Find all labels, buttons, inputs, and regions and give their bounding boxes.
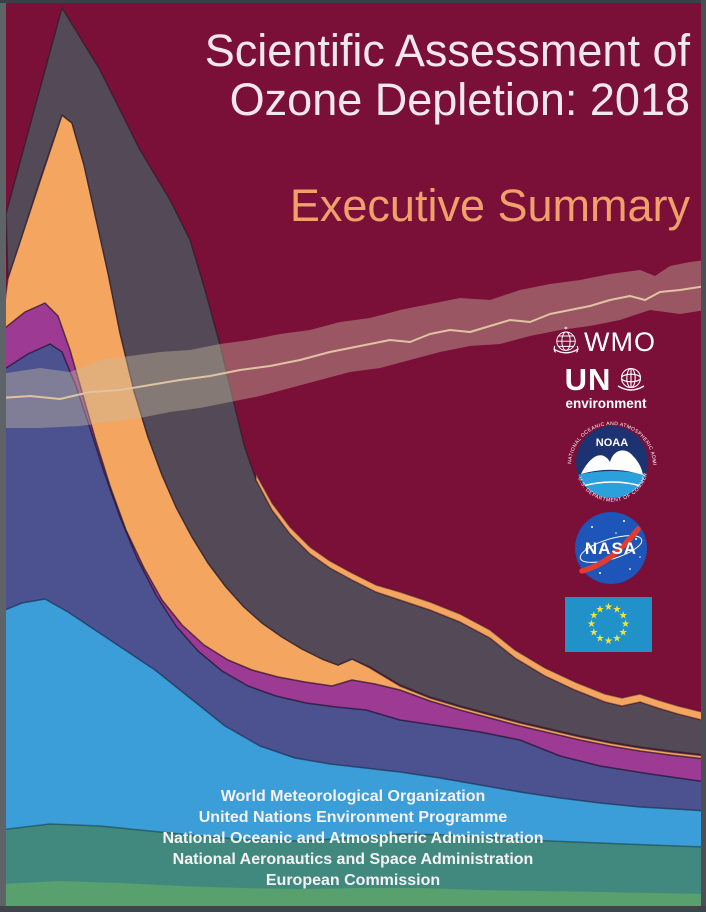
eu-star-icon: ★ [613, 634, 622, 645]
footer-org-line: National Aeronautics and Space Administr… [172, 851, 534, 868]
art-layer-orange-cap-stripe [255, 473, 701, 721]
art-layer-recovery-band [6, 260, 701, 428]
un-label: UN [564, 362, 612, 397]
wmo-star-icon: ✶ [564, 325, 569, 332]
footer-org-line: European Commission [265, 872, 441, 889]
nasa-swoosh-icon [579, 526, 641, 574]
title-line-1: Scientific Assessment of [204, 25, 690, 76]
eu-star-icon: ★ [619, 611, 628, 622]
frame-right [701, 0, 706, 912]
footer-org-line: National Oceanic and Atmospheric Adminis… [162, 830, 544, 847]
eu-star-icon: ★ [613, 604, 622, 615]
footer-organizations: World Meteorological Organization United… [5, 786, 701, 891]
eu-star-icon: ★ [596, 634, 605, 645]
wmo-logo: ✶ WMO [550, 320, 656, 364]
stacked-area-layers [6, 7, 701, 906]
frame-bottom [0, 906, 706, 912]
art-layer-green-band [6, 881, 701, 906]
wmo-globe-icon: ✶ [553, 325, 579, 354]
eu-stars-circle: ★ ★★★★★★★★★★★ [587, 602, 630, 647]
noaa-logo: NOAA NATIONAL OCEANIC AND ATMOSPHERIC AD… [563, 412, 657, 504]
un-environment-label: environment [565, 396, 647, 411]
frame-left [0, 0, 6, 912]
eu-star-icon: ★ [589, 628, 598, 639]
nasa-label: NASA [585, 539, 637, 558]
eu-star-icon: ★ [621, 619, 630, 630]
nasa-orbit [579, 535, 643, 563]
page-title: Scientific Assessment of Ozone Depletion… [205, 26, 690, 124]
footer-org-line: United Nations Environment Programme [198, 809, 508, 826]
eu-star-icon: ★ [619, 628, 628, 639]
subtitle: Executive Summary [289, 180, 690, 231]
footer-org-line: World Meteorological Organization [220, 788, 486, 805]
eu-star-icon: ★ [587, 619, 596, 630]
title-line-2: Ozone Depletion: 2018 [229, 74, 690, 125]
eu-star-icon: ★ [589, 611, 598, 622]
frame-top [0, 0, 706, 3]
art-layer-lightblue-band [6, 598, 701, 881]
noaa-label: NOAA [596, 437, 628, 449]
noaa-seagull-icon [581, 450, 643, 475]
eu-star-icon: ★ [604, 636, 613, 647]
eu-flag-logo: ★ ★★★★★★★★★★★ [565, 597, 652, 652]
art-layer-band-centerline [6, 285, 701, 400]
eu-star-icon: ★ [596, 604, 605, 615]
un-globe-icon [618, 367, 645, 391]
un-environment-logo: UN environment [556, 362, 656, 414]
nasa-logo: NASA [575, 512, 647, 584]
art-layer-teal-band [6, 823, 701, 906]
wmo-label: WMO [584, 326, 656, 357]
eu-star-icon: ★ [604, 602, 613, 613]
eu-flag-field [565, 597, 652, 652]
nasa-stars [585, 520, 641, 574]
noaa-wave [582, 481, 642, 487]
